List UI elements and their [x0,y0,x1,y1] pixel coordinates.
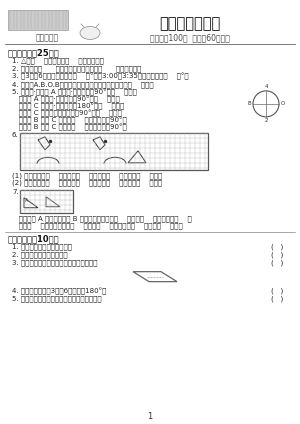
Text: 1. △是（    ）图形，有（    ）条对称轴。: 1. △是（ ）图形，有（ ）条对称轴。 [12,57,104,64]
Bar [20,133,208,170]
Bar [20,190,73,213]
Text: 7.: 7. [12,189,19,195]
Text: 5. 如图圆·指针从 A 点开始·顺时针旋转90°到（    ）点；: 5. 如图圆·指针从 A 点开始·顺时针旋转90°到（ ）点； [12,89,137,96]
Ellipse shape [80,26,100,39]
Text: O: O [280,101,285,106]
Text: 指针从 C 点开始·顺时针旋转180°到（    ）点；: 指针从 C 点开始·顺时针旋转180°到（ ）点； [12,103,124,110]
Text: 平移（    ）格；或者先向（    ）平移（    ）格，再向（    ）平移（    ）格。: 平移（ ）格；或者先向（ ）平移（ ）格，再向（ ）平移（ ）格。 [12,223,183,229]
Text: 4. 数字轴A.B.O.B上在中，是顺时针旋转得到的字母有（    ）个。: 4. 数字轴A.B.O.B上在中，是顺时针旋转得到的字母有（ ）个。 [12,81,154,87]
Text: 5. 汉字「田」「日」「雷」都是轴对称图形。: 5. 汉字「田」「日」「雷」都是轴对称图形。 [12,296,102,302]
Text: 2. 图形也和的运动是平移。: 2. 图形也和的运动是平移。 [12,252,68,258]
Text: (   ): ( ) [271,252,283,258]
Text: 指针从 A 点开始·逆时针旋转90°到（    ）点；: 指针从 A 点开始·逆时针旋转90°到（ ）点； [12,96,120,103]
Bar [8,10,68,30]
Text: 2: 2 [264,118,268,123]
Text: （苏教版）: （苏教版） [35,33,58,42]
Text: 3. 从3时到6时，时针旋转了（    ）°，从3:00到3:35，分针旋转了（    ）°。: 3. 从3时到6时，时针旋转了（ ）°，从3:00到3:35，分针旋转了（ ）°… [12,73,189,80]
Text: B: B [248,101,251,106]
Text: 2. 正方形有（      ）条对称轴，长方形有（      ）条对称轴。: 2. 正方形有（ ）条对称轴，长方形有（ ）条对称轴。 [12,65,141,72]
Text: （满分：100分  时间：60分钟）: （满分：100分 时间：60分钟） [150,33,230,42]
Text: (   ): ( ) [271,287,283,294]
Text: 3. 如下图，这个平行四边形有四条对称轴。: 3. 如下图，这个平行四边形有四条对称轴。 [12,259,98,266]
Text: 4. 钟图上指针作从3走到6，旋转了180°。: 4. 钟图上指针作从3走到6，旋转了180°。 [12,287,106,295]
Text: 1: 1 [147,413,153,421]
Text: A: A [25,198,28,203]
Text: 指针从 B 点到 C 点，是（    ）时针旋转亇90°；: 指针从 B 点到 C 点，是（ ）时针旋转亇90°； [12,117,127,124]
Text: 第一单元测评卷: 第一单元测评卷 [159,16,220,31]
Text: (2) 三角形先向（    ）平移了（    ）格，向（    ）平移了（    ）格。: (2) 三角形先向（ ）平移了（ ）格，向（ ）平移了（ ）格。 [12,180,162,187]
Text: 三角形从 A 平移到三角形 B 的位置，可以先向（    ）平移（    ）格，再向（    ）: 三角形从 A 平移到三角形 B 的位置，可以先向（ ）平移（ ）格，再向（ ） [12,216,192,222]
Text: 指针从 B 点到 C 点，是（    ）时针旋转亇90°。: 指针从 B 点到 C 点，是（ ）时针旋转亇90°。 [12,124,127,131]
Text: (   ): ( ) [271,296,283,302]
Text: 1. 平等「平」有一条对称轴。: 1. 平等「平」有一条对称轴。 [12,244,72,250]
Text: 一、填空。（25分）: 一、填空。（25分） [8,48,60,57]
Text: 二、判断。（10分）: 二、判断。（10分） [8,235,60,244]
Text: 6.: 6. [12,132,19,138]
Text: (1) 小岛形先向（    ）平移了（    ）格，向（    ）平移了（    ）格。: (1) 小岛形先向（ ）平移了（ ）格，向（ ）平移了（ ）格。 [12,173,162,179]
Text: 指针从 C 点开始，逆时针旋转90°到（    ）点；: 指针从 C 点开始，逆时针旋转90°到（ ）点； [12,110,122,117]
Text: (   ): ( ) [271,244,283,250]
Text: (   ): ( ) [271,259,283,266]
Text: 4: 4 [264,84,268,89]
